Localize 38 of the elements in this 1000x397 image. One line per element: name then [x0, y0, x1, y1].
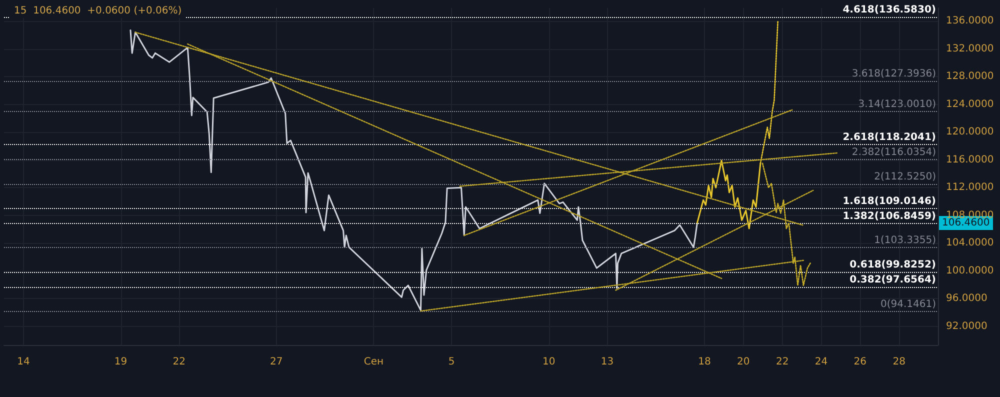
y-tick-label: 96.0000: [946, 293, 988, 304]
y-tick-label: 136.0000: [946, 16, 994, 27]
y-tick-label: 104.0000: [946, 238, 994, 249]
ref-line-label: 2(112.5250): [874, 171, 936, 182]
x-tick-label: 24: [814, 356, 828, 368]
ref-line-label: 0.618(99.8252): [850, 259, 936, 270]
y-tick-label: 128.0000: [946, 71, 994, 82]
x-tick-label: 28: [892, 356, 906, 368]
ref-line-label: 0.382(97.6564): [850, 274, 936, 286]
x-tick-label: 13: [600, 356, 614, 368]
y-tick-label: 132.0000: [946, 43, 994, 54]
ref-line-label: 3.14(123.0010): [858, 98, 936, 110]
x-tick-label: 5: [448, 356, 455, 368]
x-tick-label: 20: [737, 356, 750, 368]
x-tick-label: 26: [854, 356, 867, 368]
x-tick-label: 22: [776, 356, 789, 368]
ref-line-label: 1.618(109.0146): [842, 196, 936, 207]
chart-title: 15 106.4600 +0.0600 (+0.06%): [14, 6, 182, 16]
x-tick-label: 19: [114, 356, 128, 368]
x-tick-label: 27: [270, 356, 283, 368]
x-tick-label: 18: [698, 356, 711, 368]
x-tick-label: Сен: [364, 356, 384, 368]
ref-line-label: 4.618(136.5830): [842, 4, 936, 16]
y-tick-label: 116.0000: [946, 154, 994, 166]
ref-line-label: 2.618(118.2041): [842, 132, 936, 144]
ref-line-label: 3.618(127.3936): [852, 68, 936, 80]
x-tick-label: 22: [172, 356, 186, 368]
x-tick-label: 10: [542, 356, 556, 368]
ref-line-label: 1(103.3355): [874, 235, 936, 246]
y-tick-label: 112.0000: [946, 182, 994, 194]
x-tick-label: 14: [17, 356, 30, 368]
y-tick-label: 124.0000: [946, 98, 994, 110]
ref-line-label: 0(94.1461): [880, 298, 936, 310]
y-tick-label: 120.0000: [946, 126, 994, 138]
ref-line-label: 1.382(106.8459): [842, 210, 936, 222]
y-tick-label: 100.0000: [946, 265, 994, 276]
y-tick-label: 92.0000: [946, 320, 988, 332]
ref-line-label: 2.382(116.0354): [852, 147, 936, 158]
